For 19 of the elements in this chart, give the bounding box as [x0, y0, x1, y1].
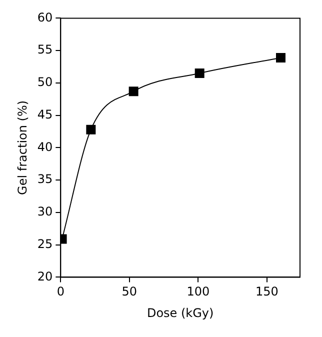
x-axis-title: Dose (kGy) [146, 306, 214, 320]
y-tick-label: 55 [37, 42, 53, 57]
y-tick-label: 40 [37, 140, 53, 154]
x-tick-label: 100 [186, 284, 210, 299]
x-tick-label: 50 [122, 284, 138, 299]
x-tick-label: 0 [56, 284, 64, 299]
y-tick-label: 30 [37, 204, 53, 219]
y-tick-label: 25 [37, 236, 53, 251]
x-tick-label: 150 [256, 284, 278, 299]
y-tick-label: 45 [37, 107, 53, 122]
y-tick-label: 20 [37, 269, 53, 284]
point [194, 68, 204, 78]
point [128, 86, 138, 96]
y-tick-label: 60 [37, 10, 53, 24]
point [86, 124, 96, 134]
y-axis-title: Gel fraction (%) [15, 100, 30, 195]
y-tick-label: 35 [37, 172, 53, 186]
point [276, 52, 286, 62]
y-tick-label: 50 [37, 75, 53, 90]
